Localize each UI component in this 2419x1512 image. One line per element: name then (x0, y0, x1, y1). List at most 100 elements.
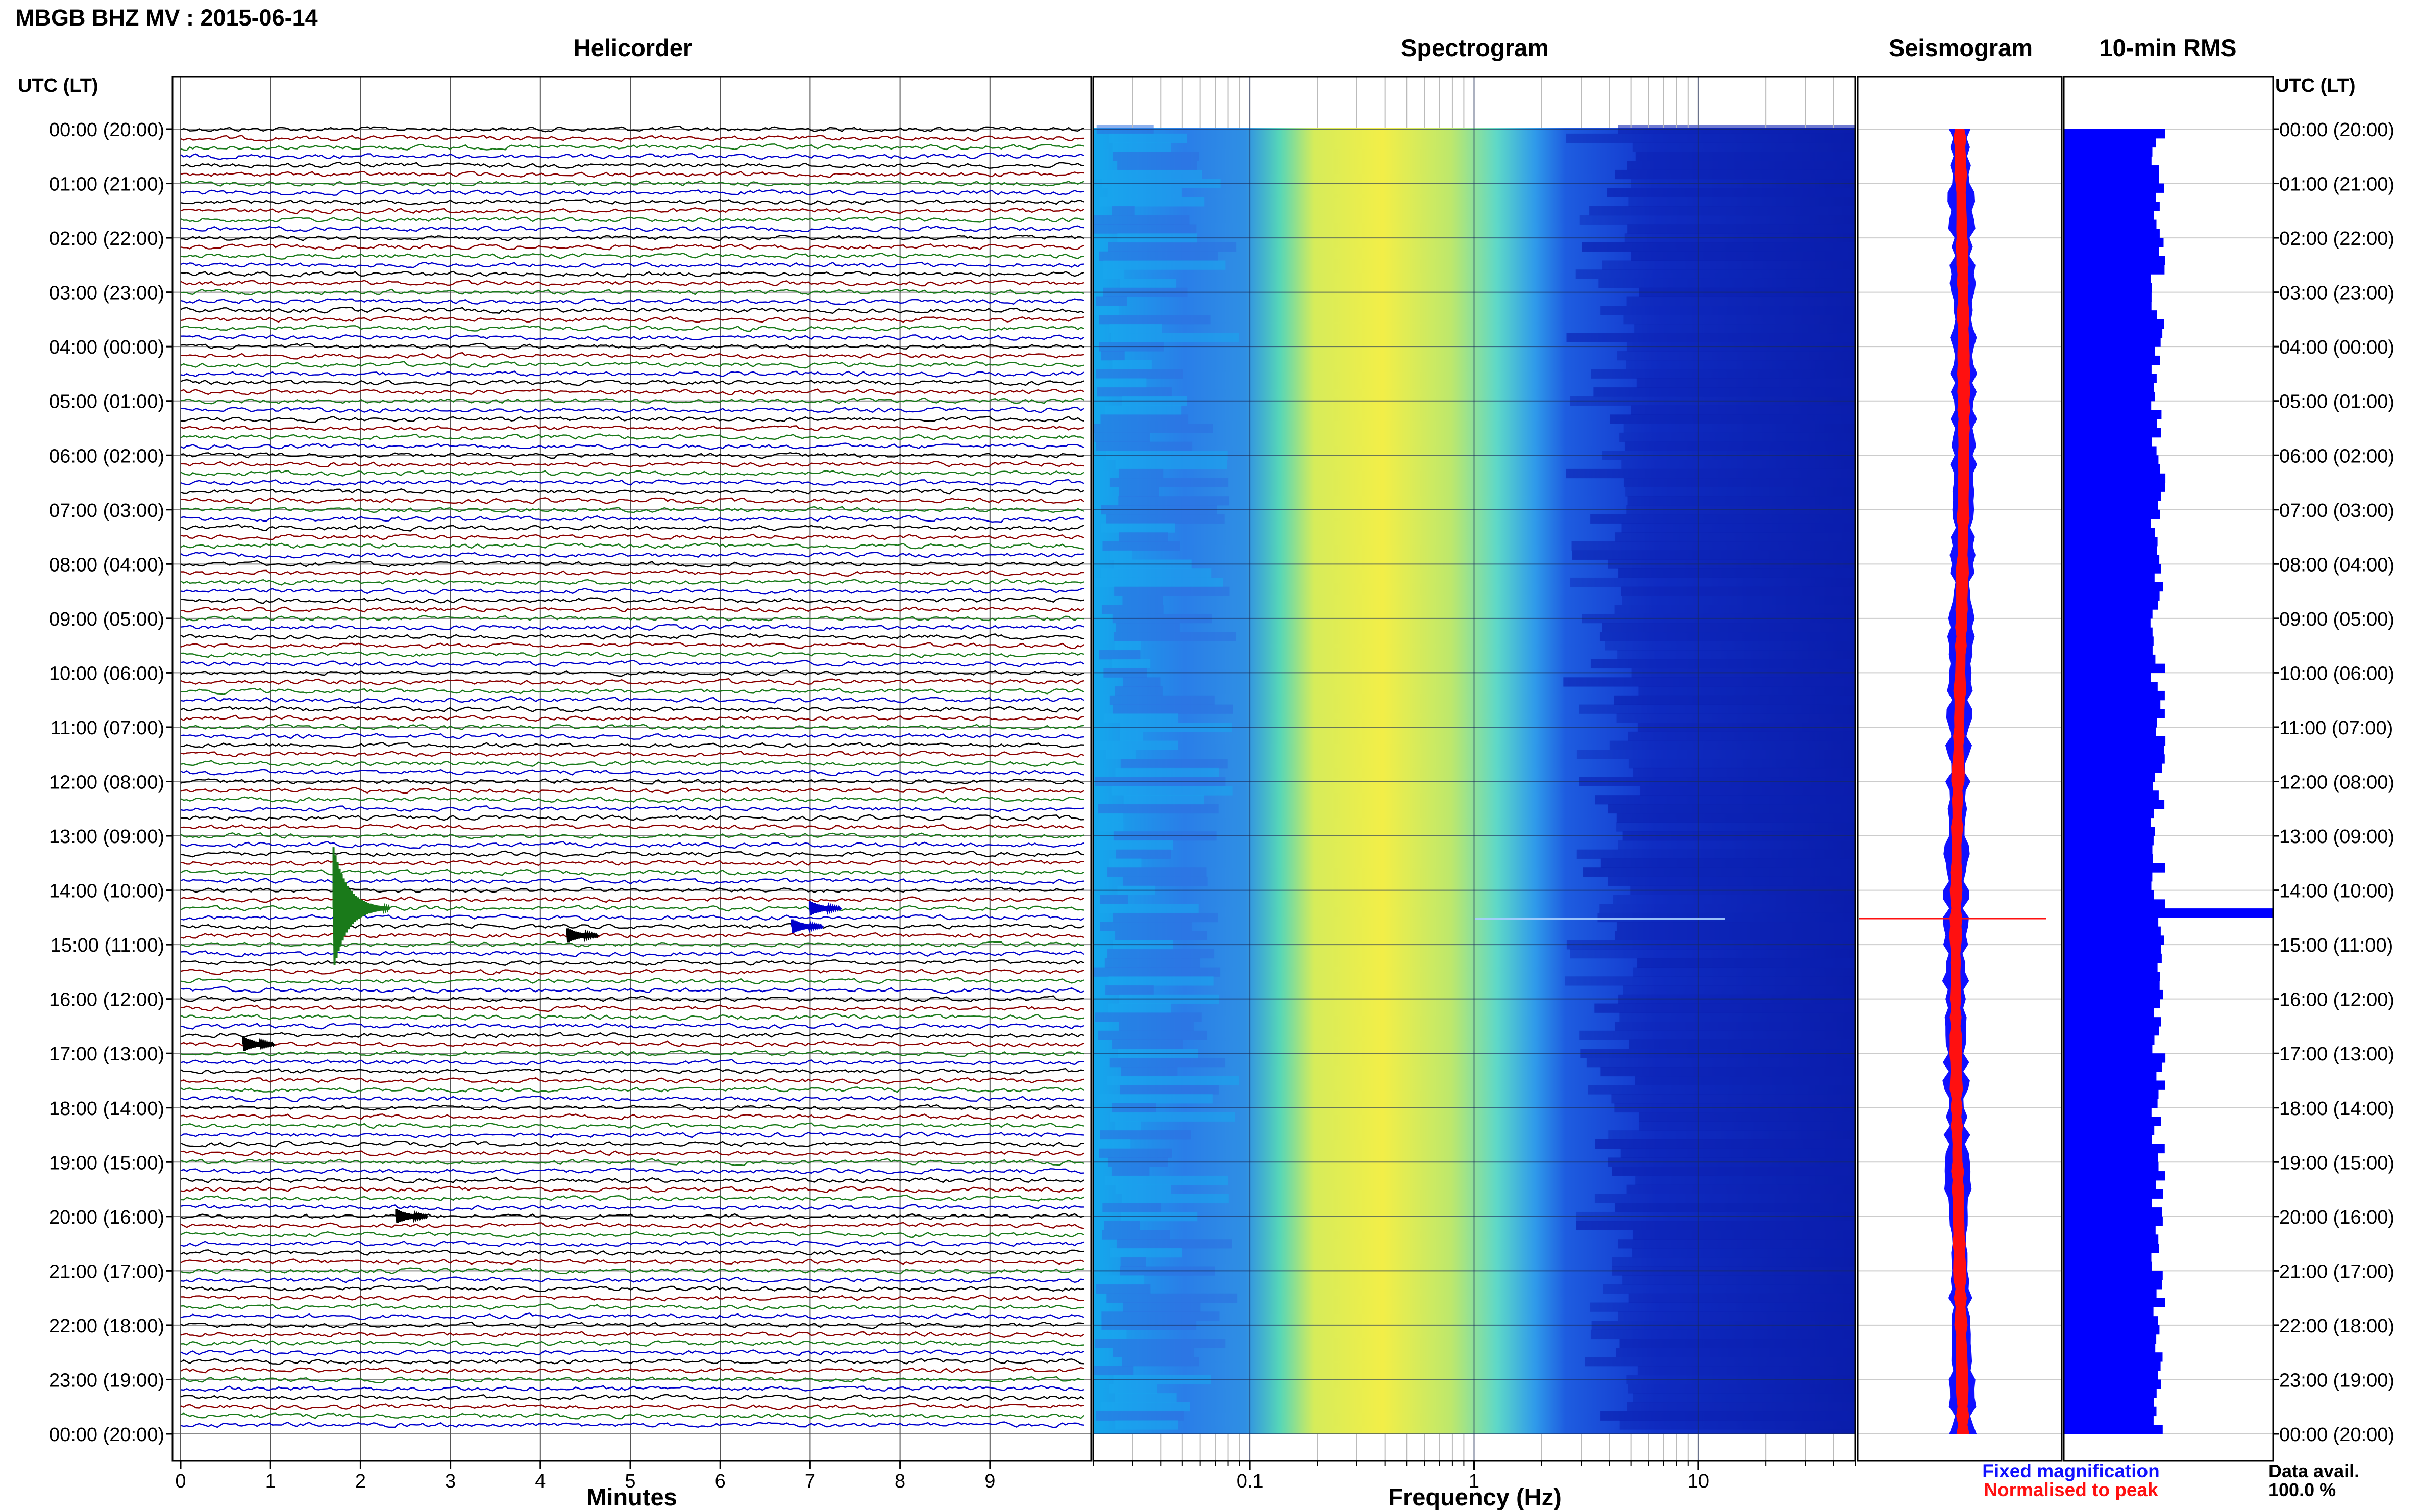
helicorder-row-trace (180, 932, 1084, 939)
helicorder-row-trace (180, 678, 1084, 686)
helicorder-row-trace (180, 1168, 1084, 1175)
time-tick-label-left: 08:00 (04:00) (49, 554, 164, 576)
helicorder-row-trace (180, 905, 1084, 912)
rms-bar (2064, 989, 2163, 1000)
helicorder-row-trace (180, 1367, 1084, 1374)
helicorder-row-trace (180, 506, 1084, 513)
helicorder-row-trace (181, 460, 1084, 468)
rms-bar (2064, 972, 2160, 981)
rms-bar (2064, 156, 2152, 166)
helicorder-row-trace (180, 1213, 1084, 1220)
helicorder-row-trace (180, 1140, 1084, 1148)
rms-bar (2064, 800, 2165, 809)
rms-bar (2064, 428, 2161, 438)
time-tick-label-right: 01:00 (21:00) (2279, 174, 2395, 195)
rms-bar (2064, 736, 2166, 746)
time-tick-label-right: 16:00 (12:00) (2279, 989, 2395, 1011)
helicorder-row-trace (180, 796, 1084, 803)
rms-bar (2064, 1053, 2166, 1063)
helicorder-row-trace (180, 135, 1084, 142)
helicorder-row-trace (180, 1032, 1084, 1039)
rms-bar (2064, 781, 2153, 791)
time-tick-label-left: 09:00 (05:00) (49, 609, 164, 630)
rms-bar (2064, 682, 2158, 691)
helicorder-row-trace (180, 524, 1084, 532)
right-time-axis-label: UTC (LT) (2275, 75, 2356, 96)
helicorder-row-trace (180, 1095, 1084, 1103)
helicorder-row-trace (180, 325, 1084, 332)
rms-bar (2064, 981, 2160, 990)
legend-fixed-magnification: Fixed magnification (1982, 1460, 2159, 1481)
rms-bar (2064, 646, 2153, 655)
rms-bar (2064, 328, 2163, 338)
spectrogram-texture (1093, 125, 1855, 1430)
rms-bar (2064, 1252, 2152, 1262)
helicorder-row-trace (180, 442, 1084, 450)
time-tick-label-left: 16:00 (12:00) (49, 989, 164, 1011)
helicorder-row-trace (180, 1267, 1084, 1275)
rms-bar (2064, 1352, 2163, 1362)
helicorder-row-trace (180, 334, 1084, 341)
rms-bar (2064, 283, 2152, 293)
rms-title: 10-min RMS (2100, 34, 2237, 61)
rms-bar (2064, 1325, 2160, 1335)
helicorder-row-trace (180, 832, 1084, 839)
helicorder-row-trace (180, 1222, 1084, 1229)
rms-bar (2064, 265, 2165, 275)
helicorder-row-trace (180, 995, 1084, 1003)
rms-bar (2064, 238, 2164, 247)
helicorder-row-trace (180, 778, 1084, 785)
spectrogram-title: Spectrogram (1401, 34, 1549, 61)
time-tick-label-right: 02:00 (22:00) (2279, 228, 2395, 250)
rms-bar (2064, 292, 2152, 302)
helicorder-row-trace (180, 841, 1084, 849)
rms-bar (2064, 582, 2163, 592)
helicorder-row-trace (180, 452, 1084, 459)
helicorder-row-trace (180, 606, 1084, 613)
minutes-axis-label: Minutes (586, 1483, 677, 1510)
helicorder-row-trace (180, 307, 1084, 314)
rms-bar (2064, 1117, 2161, 1126)
minute-tick-label: 1 (265, 1471, 276, 1492)
helicorder-row-trace (180, 1231, 1084, 1238)
helicorder-row-trace (180, 769, 1084, 776)
helicorder-row-trace (180, 1258, 1084, 1265)
rms-bar (2064, 1425, 2163, 1434)
helicorder-row-trace (180, 1113, 1084, 1121)
helicorder-row-trace (180, 370, 1084, 378)
time-tick-label-right: 09:00 (05:00) (2279, 609, 2395, 630)
rms-bar (2064, 1225, 2156, 1235)
helicorder-row-trace (180, 824, 1084, 830)
rms-bar (2064, 709, 2165, 718)
rms-bar (2064, 346, 2155, 356)
frequency-tick-label: 0.1 (1237, 1471, 1264, 1492)
helicorder-row-trace (180, 542, 1084, 550)
helicorder-row-trace (180, 941, 1084, 948)
rms-bar (2064, 600, 2158, 610)
helicorder-row-trace (180, 587, 1084, 595)
rms-bar (2064, 962, 2158, 972)
helicorder-panel: 0 1 2 3 4 5 6 7 8 9 Minutes (171, 76, 1092, 1510)
frequency-tick-label: 1 (1469, 1471, 1479, 1492)
rms-bar (2064, 482, 2165, 492)
helicorder-row-trace (180, 198, 1084, 205)
helicorder-row-trace (180, 1194, 1084, 1202)
seismogram-panel: Fixed magnification Normalised to peak (1857, 76, 2160, 1500)
right-time-tick-labels: 00:00 (20:00) 01:00 (21:00) 02:00 (22:00) 0… (2273, 119, 2395, 1446)
rms-bar (2064, 174, 2159, 184)
helicorder-row-trace (180, 469, 1084, 477)
rms-bar (2064, 573, 2155, 583)
helicorder-row-trace (180, 1357, 1084, 1365)
rms-bar (2064, 727, 2156, 737)
rms-bar (2064, 1406, 2157, 1417)
rms-bar (2064, 1071, 2157, 1081)
rms-bar (2064, 1316, 2158, 1326)
helicorder-row-trace (180, 1004, 1084, 1012)
helicorder-row-trace (180, 579, 1084, 586)
rms-bar (2064, 845, 2153, 855)
rms-bar (2064, 1416, 2154, 1425)
helicorder-row-trace (180, 488, 1084, 495)
rms-bar (2064, 219, 2157, 229)
helicorder-row-trace (180, 1158, 1084, 1167)
rms-bar (2064, 1389, 2157, 1398)
